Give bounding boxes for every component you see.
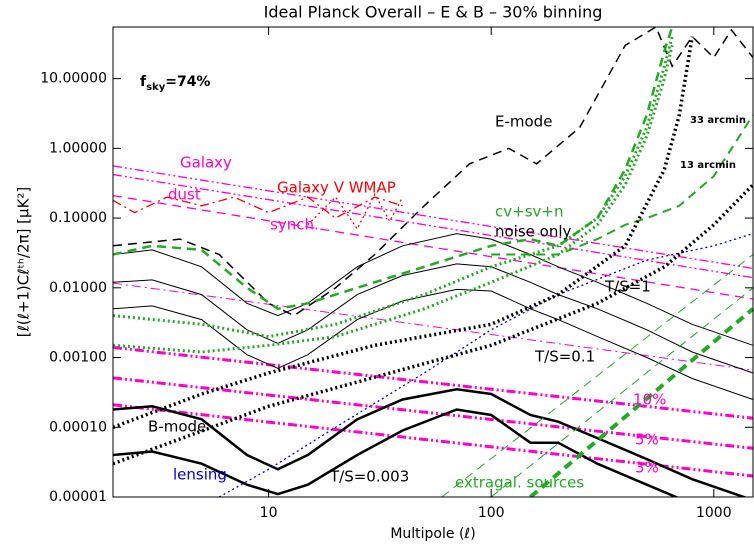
y-tick-label: 0.01000 [49, 280, 107, 296]
annotation: dust [168, 186, 201, 204]
y-tick-label: 0.00100 [49, 350, 107, 366]
curve [529, 307, 754, 497]
curve [113, 263, 754, 374]
curve [113, 233, 754, 346]
fsky-base: f [140, 74, 147, 90]
annotation: Galaxy V WMAP [277, 179, 396, 197]
annotation: noise only [495, 223, 572, 241]
curve [113, 183, 754, 466]
annotation: T/S=1 [604, 278, 651, 296]
y-tick-label: 10.00000 [40, 71, 107, 87]
y-tick-label: 0.00001 [49, 489, 107, 505]
annotation: extragal. sources [455, 474, 584, 492]
annotation: 13 arcmin [680, 160, 736, 171]
x-tick-label: 10 [260, 505, 278, 521]
curve [113, 27, 754, 317]
y-tick-label: 0.10000 [49, 210, 107, 226]
annotation: 5% [635, 431, 659, 449]
annotation: B-mode [148, 418, 206, 436]
annotation: cv+sv+n [495, 203, 563, 221]
fsky-label: fsky=74% [140, 74, 210, 93]
annotation: 10% [633, 391, 666, 409]
curve [113, 408, 680, 497]
curve [113, 282, 754, 371]
frame [112, 26, 754, 498]
x-tick-label: 1000 [696, 505, 732, 521]
curve [441, 254, 754, 497]
annotation: synch. [270, 216, 319, 234]
x-axis-label: Multipole (ℓ) [390, 526, 475, 542]
chart-title: Ideal Planck Overall – E & B – 30% binni… [264, 3, 603, 22]
annotation: 3% [635, 459, 659, 477]
curve [113, 196, 403, 219]
plot-area [113, 27, 754, 497]
curve [113, 194, 754, 300]
curve [113, 288, 754, 400]
curve [490, 287, 754, 497]
curve [113, 403, 754, 478]
curve [218, 232, 754, 497]
y-axis-label: [ℓ(ℓ+1)Cℓᵗʰ/2π] [μK²] [15, 187, 33, 338]
y-tick-label: 1.00000 [49, 140, 107, 156]
curve [113, 388, 748, 497]
curve [113, 376, 754, 450]
curve [113, 36, 674, 339]
curve [113, 173, 754, 279]
annotation: T/S=0.003 [329, 468, 409, 486]
fsky-rest: =74% [165, 74, 210, 90]
annotation: lensing [173, 466, 227, 484]
annotation: Galaxy [180, 154, 232, 172]
curve [113, 165, 754, 270]
annotation: E-mode [495, 113, 552, 131]
curve [113, 345, 754, 420]
x-tick-label: 100 [478, 505, 505, 521]
annotation: 33 arcmin [690, 115, 746, 126]
fsky-sub: sky [146, 82, 166, 93]
y-tick-label: 0.00010 [49, 419, 107, 435]
annotation: T/S=0.1 [534, 348, 595, 366]
